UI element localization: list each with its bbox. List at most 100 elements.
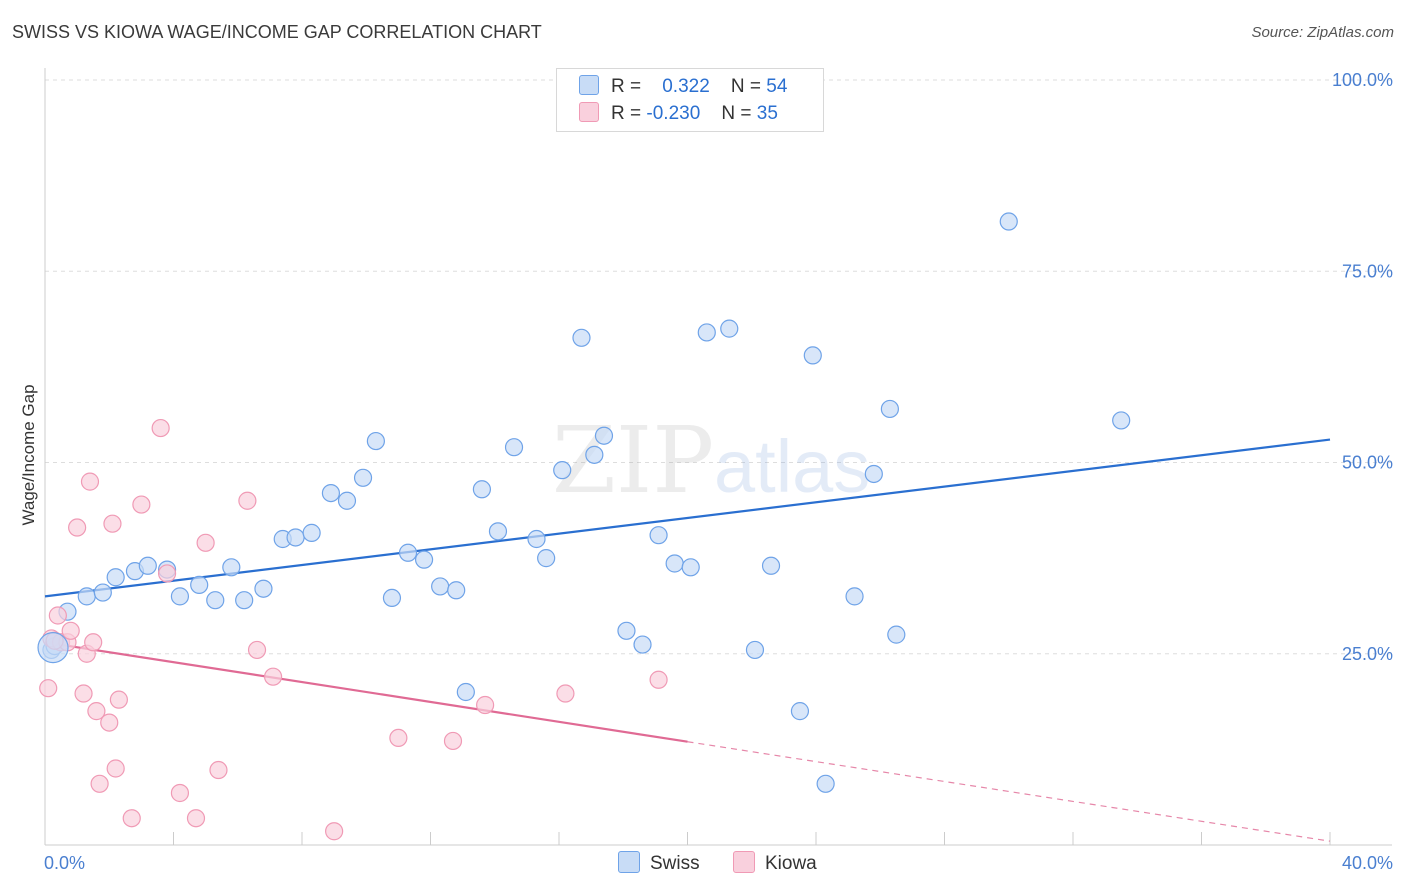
kiowa-point-23 xyxy=(196,533,215,552)
swiss-trend-line xyxy=(44,438,1331,598)
bottom-kiowa-label: Kiowa xyxy=(765,853,817,874)
swiss-point-47 xyxy=(803,346,822,365)
swiss-point-10 xyxy=(190,575,209,595)
kiowa-point-0 xyxy=(39,679,58,698)
kiowa-point-12 xyxy=(90,774,109,793)
legend-row-swiss: R = 0.322 N = 54 xyxy=(579,75,787,101)
watermark-atlas: atlas xyxy=(714,425,870,508)
bottom-swiss-swatch xyxy=(618,851,640,873)
swiss-point-39 xyxy=(649,526,668,545)
swiss-point-54 xyxy=(1112,411,1131,430)
kiowa-point-16 xyxy=(109,690,128,709)
swiss-point-42 xyxy=(697,323,716,342)
bottom-legend-swiss: Swiss xyxy=(618,851,700,875)
swiss-point-18 xyxy=(321,484,341,503)
swiss-point-45 xyxy=(761,556,781,575)
x-tick-label-1: 40.0% xyxy=(1342,853,1393,873)
swiss-point-17 xyxy=(302,523,321,542)
swiss-point-52 xyxy=(887,625,906,644)
kiowa-point-24 xyxy=(209,760,228,780)
swiss-point-25 xyxy=(431,577,450,596)
kiowa-point-30 xyxy=(443,731,463,751)
swiss-point-9 xyxy=(170,587,190,606)
kiowa-r-value: -0.230 xyxy=(646,103,701,124)
kiowa-point-18 xyxy=(132,495,151,514)
swiss-point-19 xyxy=(337,491,357,510)
kiowa-point-6 xyxy=(68,518,87,537)
bottom-swiss-label: Swiss xyxy=(650,853,700,874)
swiss-point-34 xyxy=(585,445,604,464)
legend-row-kiowa: R = -0.230 N = 35 xyxy=(579,102,778,128)
swiss-point-33 xyxy=(553,461,572,480)
swiss-point-40 xyxy=(665,554,684,573)
swiss-point-37 xyxy=(617,621,636,640)
kiowa-point-21 xyxy=(170,783,190,803)
swiss-point-5 xyxy=(106,568,125,587)
swiss-point-49 xyxy=(845,587,864,606)
swiss-swatch xyxy=(579,75,599,95)
swiss-point-48 xyxy=(816,774,835,793)
swiss-point-46 xyxy=(790,702,810,721)
swiss-point-14 xyxy=(254,579,273,598)
swiss-n-label: N = xyxy=(730,76,762,97)
kiowa-point-11 xyxy=(87,702,106,721)
x-tick-label-0: 0.0% xyxy=(44,853,85,873)
bottom-legend-kiowa: Kiowa xyxy=(733,851,817,875)
chart-title: SWISS VS KIOWA WAGE/INCOME GAP CORRELATI… xyxy=(12,22,542,42)
kiowa-point-13 xyxy=(100,713,119,732)
y-tick-label-25: 25.0% xyxy=(1342,644,1393,664)
bottom-kiowa-swatch xyxy=(733,851,755,873)
swiss-point-20 xyxy=(353,468,373,487)
swiss-point-4 xyxy=(93,583,112,602)
swiss-point-36 xyxy=(572,328,591,347)
swiss-point-30 xyxy=(504,438,524,457)
trend-lines xyxy=(44,438,1331,842)
chart-source: Source: ZipAtlas.com xyxy=(1251,24,1394,41)
kiowa-n-value: 35 xyxy=(756,103,778,124)
swiss-r-label: R = xyxy=(611,76,642,97)
swiss-point-24 xyxy=(414,550,434,569)
swiss-point-43 xyxy=(720,319,739,338)
tick-labels: 25.0% 50.0% 75.0% 100.0% 0.0% 40.0% xyxy=(44,70,1393,873)
swiss-point-51 xyxy=(880,399,899,419)
y-axis-label: Wage/Income Gap xyxy=(19,384,38,525)
swiss-point-12 xyxy=(222,558,241,577)
swiss-point-16 xyxy=(286,528,305,547)
kiowa-point-29 xyxy=(389,728,408,748)
swiss-point-21 xyxy=(366,431,385,451)
data-points xyxy=(37,212,1131,841)
kiowa-point-31 xyxy=(476,695,495,715)
swiss-point-27 xyxy=(456,682,475,702)
kiowa-point-25 xyxy=(238,491,257,510)
correlation-legend: R = 0.322 N = 54 R = -0.230 N = 35 xyxy=(556,68,824,132)
swiss-point-38 xyxy=(633,635,652,654)
swiss-point-28 xyxy=(472,480,491,499)
axes xyxy=(44,68,1392,846)
swiss-point-44 xyxy=(745,640,765,660)
y-tick-label-50: 50.0% xyxy=(1342,453,1393,473)
kiowa-point-7 xyxy=(74,684,93,703)
kiowa-r-label: R = xyxy=(611,103,642,124)
kiowa-point-20 xyxy=(157,564,177,583)
grid-lines xyxy=(45,79,1392,655)
kiowa-point-15 xyxy=(106,759,125,778)
swiss-point-22 xyxy=(382,588,402,608)
swiss-point-7 xyxy=(138,556,157,575)
kiowa-point-22 xyxy=(186,809,206,828)
kiowa-point-28 xyxy=(325,822,344,841)
kiowa-point-5 xyxy=(61,621,80,640)
swiss-point-32 xyxy=(537,549,556,568)
kiowa-n-label: N = xyxy=(721,103,752,124)
kiowa-point-17 xyxy=(122,809,141,828)
swiss-point-31 xyxy=(527,529,546,549)
kiowa-trend-line-extension xyxy=(687,741,1331,842)
watermark-zip: ZIP xyxy=(552,407,714,514)
swiss-point-41 xyxy=(681,558,700,577)
kiowa-point-33 xyxy=(649,670,668,689)
kiowa-swatch xyxy=(579,102,599,122)
swiss-point-53 xyxy=(999,212,1018,231)
kiowa-trend-line xyxy=(44,641,688,743)
swiss-point-35 xyxy=(594,426,614,445)
swiss-r-value: 0.322 xyxy=(662,76,710,97)
swiss-point-cluster xyxy=(37,632,69,664)
